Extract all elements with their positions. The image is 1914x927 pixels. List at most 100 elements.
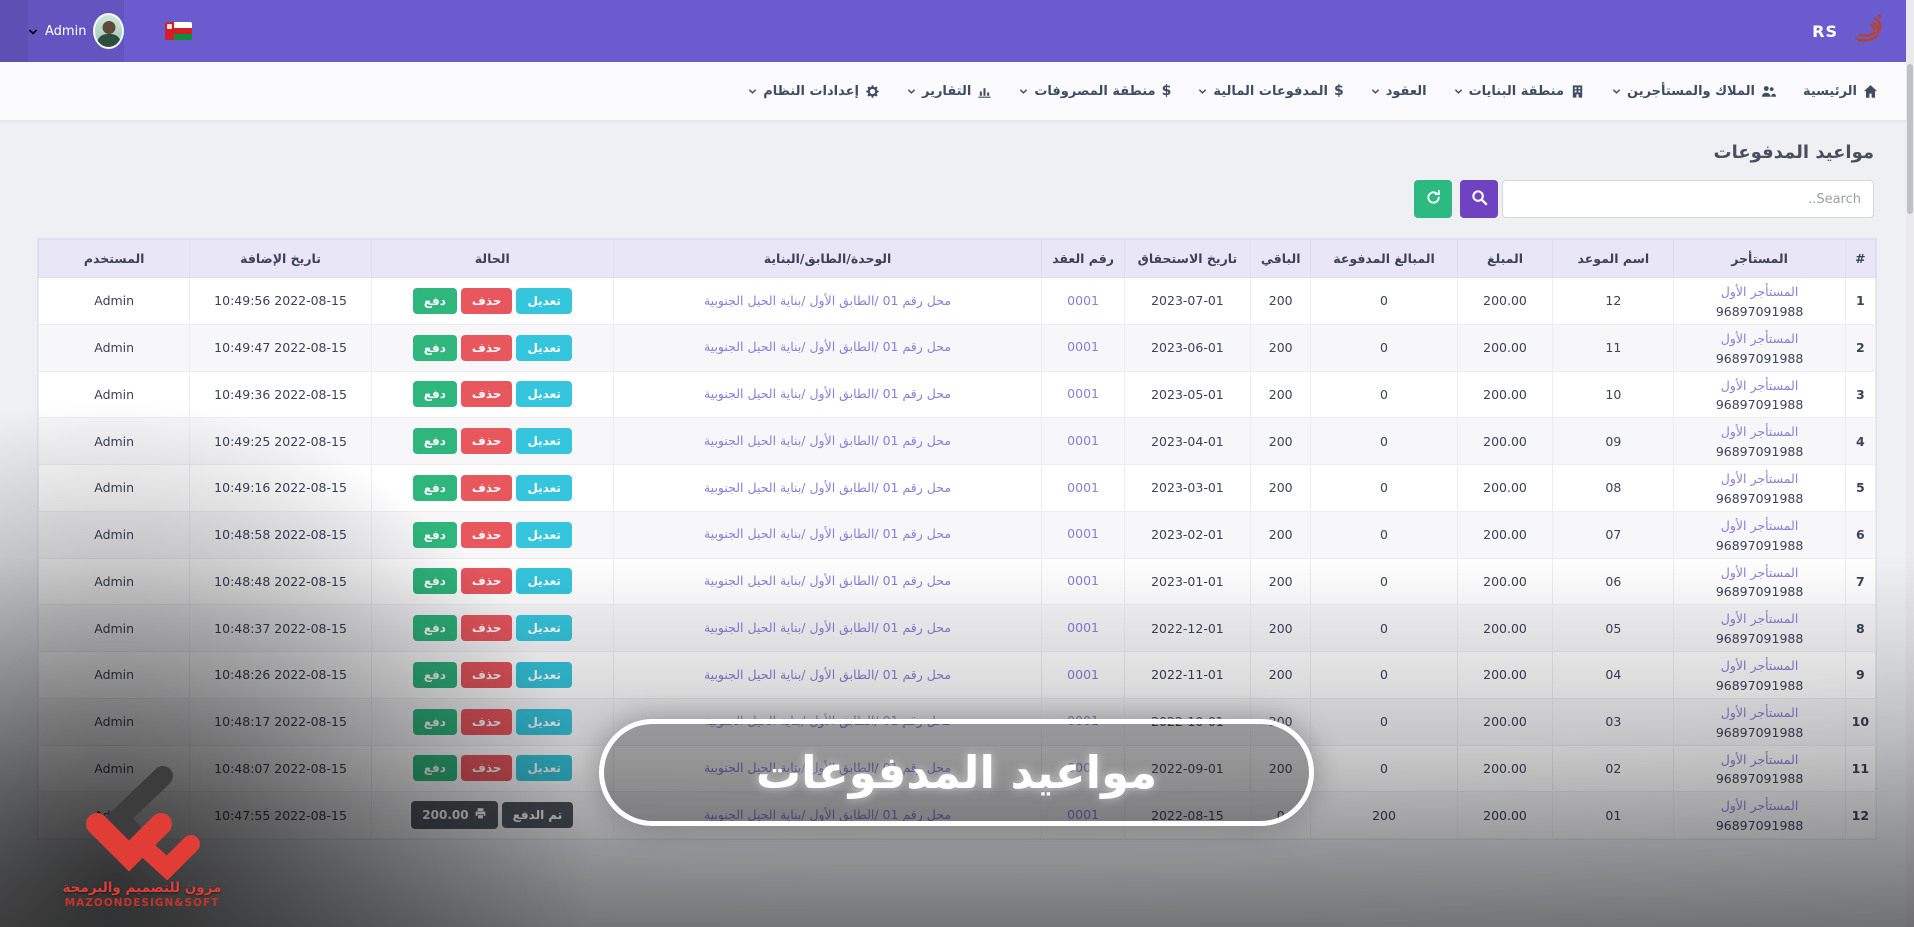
tenant-link[interactable]: المستأجر الأول [1720,798,1799,814]
tenant-link[interactable]: المستأجر الأول [1720,377,1799,393]
contract-link[interactable]: 0001 [1067,432,1099,448]
tenant-link[interactable]: المستأجر الأول [1720,751,1799,767]
tenant-phone: 96897091988 [1715,350,1804,366]
pay-button[interactable]: دفع [412,521,457,548]
pay-button[interactable]: دفع [412,708,457,735]
pay-button[interactable]: دفع [412,287,457,314]
contract-link[interactable]: 0001 [1067,386,1099,401]
watermark-pill: مواعيد المدفوعات [599,719,1314,826]
contract-link[interactable]: 0001 [1067,573,1099,588]
delete-button[interactable]: حذف [460,334,513,361]
delete-button[interactable]: حذف [460,568,513,595]
tenant-link[interactable]: المستأجر الأول [1720,658,1799,673]
oman-flag-icon[interactable] [165,22,192,40]
tenant-link[interactable]: المستأجر الأول [1720,704,1799,720]
edit-button[interactable]: تعديل [516,615,572,642]
cell-user: Admin [37,370,191,419]
tenant-link[interactable]: المستأجر الأول [1720,330,1799,346]
pay-button[interactable]: دفع [412,615,457,642]
unit-link[interactable]: محل رقم 01 /الطابق الأول /بناية الحيل ال… [703,432,952,448]
search-button[interactable] [1460,180,1498,218]
edit-button[interactable]: تعديل [516,568,572,595]
search-input[interactable] [1502,180,1874,218]
unit-link[interactable]: محل رقم 01 /الطابق الأول /بناية الحيل ال… [703,666,952,682]
unit-link[interactable]: محل رقم 01 /الطابق الأول /بناية الحيل ال… [703,526,952,542]
nav-item-reports[interactable]: التقارير [907,84,992,99]
contract-link[interactable]: 0001 [1067,619,1099,635]
pay-button[interactable]: دفع [412,661,457,688]
contract-link[interactable]: 0001 [1067,479,1099,495]
nav-item-settings[interactable]: إعدادات النظام [748,84,880,99]
delete-button[interactable]: حذف [460,521,513,548]
tenant-phone: 96897091988 [1715,397,1804,413]
cell-paid-amount: 0 [1310,604,1458,652]
delete-button[interactable]: حذف [460,428,513,455]
edit-button[interactable]: تعديل [516,287,572,314]
refresh-button[interactable] [1414,180,1452,218]
scrollbar-thumb[interactable] [1907,64,1913,214]
contract-link[interactable]: 0001 [1067,339,1099,355]
cell-paid-amount: 0 [1310,510,1458,559]
chevron-down-icon [1019,87,1028,96]
pay-button[interactable]: دفع [412,428,457,455]
tenant-link[interactable]: المستأجر الأول [1720,517,1799,533]
unit-link[interactable]: محل رقم 01 /الطابق الأول /بناية الحيل ال… [703,573,952,588]
cell-tenant: المستأجر الأول 96897091988 [1673,791,1846,839]
delete-button[interactable]: حذف [460,474,513,501]
unit-link[interactable]: محل رقم 01 /الطابق الأول /بناية الحيل ال… [703,292,952,308]
unit-link[interactable]: محل رقم 01 /الطابق الأول /بناية الحيل ال… [703,619,952,635]
tenant-link[interactable]: المستأجر الأول [1720,424,1799,440]
chevron-down-icon [907,87,916,96]
edit-button[interactable]: تعديل [516,661,572,688]
admin-user-menu[interactable]: Admin [28,0,124,62]
cell-remaining: 200 [1249,464,1312,512]
contract-link[interactable]: 0001 [1067,666,1099,682]
pay-button[interactable]: دفع [412,381,457,408]
unit-link[interactable]: محل رقم 01 /الطابق الأول /بناية الحيل ال… [703,339,952,355]
pay-button[interactable]: دفع [412,568,457,595]
delete-button[interactable]: حذف [460,615,513,642]
tenant-link[interactable]: المستأجر الأول [1720,284,1799,299]
tenant-link[interactable]: المستأجر الأول [1720,471,1799,486]
cell-tenant: المستأجر الأول 96897091988 [1673,370,1846,419]
edit-button[interactable]: تعديل [516,708,572,735]
cell-tenant: المستأجر الأول 96897091988 [1673,604,1846,652]
nav-item-payments[interactable]: $ المدفوعات المالية [1198,83,1344,99]
cell-status: تعديلحذفدفع [370,417,614,465]
contract-link[interactable]: 0001 [1067,292,1099,308]
mazoon-logo-latin: MAZOONDESIGN&SOFT [64,897,220,909]
delete-button[interactable]: حذف [460,708,513,735]
unit-link[interactable]: محل رقم 01 /الطابق الأول /بناية الحيل ال… [703,386,952,401]
edit-button[interactable]: تعديل [516,755,572,782]
chart-icon [977,84,992,99]
pay-button[interactable]: دفع [412,334,457,361]
tenant-link[interactable]: المستأجر الأول [1720,611,1799,627]
column-header: تاريخ الاستحقاق [1123,239,1251,278]
nav-item-home[interactable]: الرئيسية [1803,84,1878,99]
contract-link[interactable]: 0001 [1067,526,1099,542]
delete-button[interactable]: حذف [460,755,513,782]
edit-button[interactable]: تعديل [516,428,572,455]
nav-item-buildings[interactable]: منطقة البنايات [1454,84,1585,99]
edit-button[interactable]: تعديل [516,521,572,548]
delete-button[interactable]: حذف [460,381,513,408]
delete-button[interactable]: حذف [460,661,513,688]
nav-item-expenses[interactable]: $ منطقة المصروفات [1019,83,1171,99]
pay-button[interactable]: دفع [412,474,457,501]
print-receipt-button[interactable]: 200.00 [411,801,498,830]
cell-paid-amount: 0 [1310,744,1458,793]
cell-amount: 200.00 [1456,323,1554,372]
edit-button[interactable]: تعديل [516,381,572,408]
paid-status-button[interactable]: تم الدفع [501,802,574,829]
nav-item-contracts[interactable]: العقود [1371,84,1427,99]
tenant-link[interactable]: المستأجر الأول [1720,564,1799,580]
scrollbar-track[interactable] [1906,0,1914,927]
avatar[interactable] [93,13,124,49]
unit-link[interactable]: محل رقم 01 /الطابق الأول /بناية الحيل ال… [703,479,952,495]
nav-item-owners-tenants[interactable]: الملاك والمستأجرين [1612,84,1776,99]
delete-button[interactable]: حذف [460,287,513,314]
cell-status: تعديلحذفدفع [370,697,614,746]
pay-button[interactable]: دفع [412,755,457,782]
edit-button[interactable]: تعديل [516,474,572,501]
edit-button[interactable]: تعديل [516,334,572,361]
